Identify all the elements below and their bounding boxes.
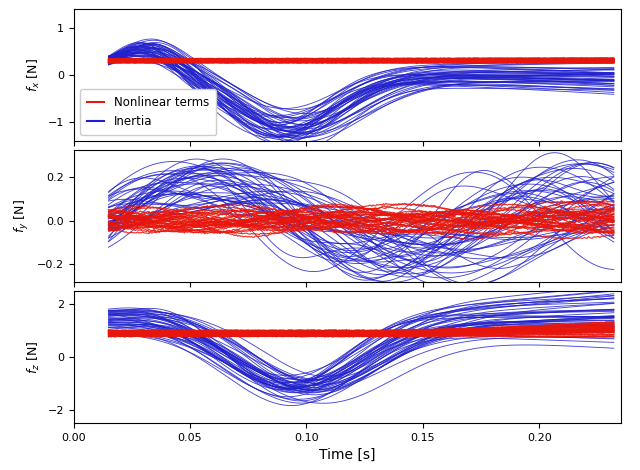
X-axis label: Time [s]: Time [s]: [319, 448, 376, 462]
Legend: Nonlinear terms, Inertia: Nonlinear terms, Inertia: [79, 89, 216, 135]
Y-axis label: $f_x$ [N]: $f_x$ [N]: [26, 58, 42, 92]
Y-axis label: $f_z$ [N]: $f_z$ [N]: [26, 340, 42, 374]
Y-axis label: $f_y$ [N]: $f_y$ [N]: [13, 199, 31, 233]
